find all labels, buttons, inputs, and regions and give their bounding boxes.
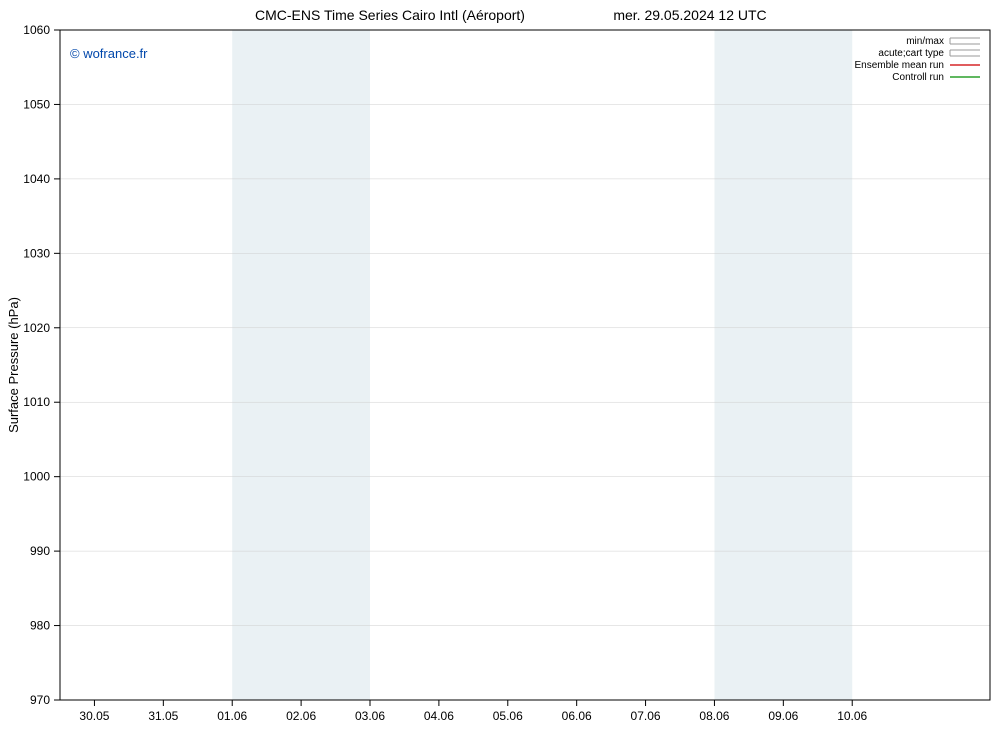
chart-container: 970 980 990 1000 1010 1020 1030 1040 1050 1060 30.…: [0, 0, 1000, 733]
y-tick-label: 970: [30, 693, 50, 707]
x-tick-label: 08.06: [699, 709, 729, 723]
weekend-band: [232, 30, 370, 700]
y-tick-label: 1050: [23, 97, 50, 111]
x-tick-label: 09.06: [768, 709, 798, 723]
chart-title-left: CMC-ENS Time Series Cairo Intl (Aéroport…: [255, 7, 525, 23]
x-tick-label: 10.06: [837, 709, 867, 723]
chart-title-right: mer. 29.05.2024 12 UTC: [613, 7, 766, 23]
legend-label: acute;cart type: [878, 48, 944, 59]
x-tick-label: 04.06: [424, 709, 454, 723]
y-tick-label: 1010: [23, 395, 50, 409]
y-tick-label: 980: [30, 619, 50, 633]
y-tick-label: 1030: [23, 246, 50, 260]
y-tick-label: 1040: [23, 172, 50, 186]
x-tick-label: 06.06: [562, 709, 592, 723]
legend-label: Ensemble mean run: [855, 60, 945, 71]
x-tick-label: 31.05: [148, 709, 178, 723]
x-tick-label: 03.06: [355, 709, 385, 723]
y-tick-label: 1020: [23, 321, 50, 335]
legend-label: min/max: [906, 36, 944, 47]
x-tick-label: 30.05: [79, 709, 109, 723]
x-tick-label: 01.06: [217, 709, 247, 723]
x-tick-label: 07.06: [631, 709, 661, 723]
y-axis-label: Surface Pressure (hPa): [6, 297, 21, 433]
y-tick-label: 1060: [23, 23, 50, 37]
y-tick-label: 1000: [23, 470, 50, 484]
watermark: © wofrance.fr: [70, 46, 148, 61]
weekend-band: [714, 30, 852, 700]
y-tick-label: 990: [30, 544, 50, 558]
legend-label: Controll run: [892, 72, 944, 83]
x-tick-label: 02.06: [286, 709, 316, 723]
x-tick-label: 05.06: [493, 709, 523, 723]
